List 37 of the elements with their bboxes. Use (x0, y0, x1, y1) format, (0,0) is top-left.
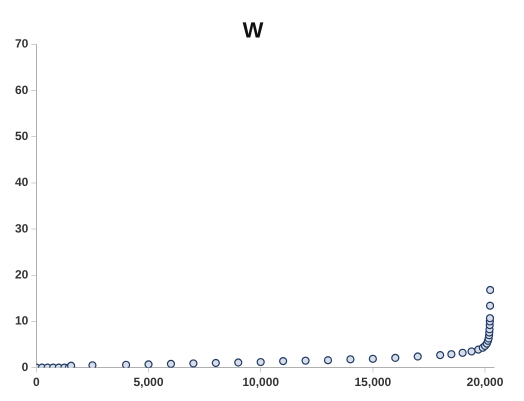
point (166, 360, 176, 368)
x-tick-label: 20,000 (466, 375, 504, 390)
point (324, 356, 332, 364)
point (391, 354, 400, 362)
point (486, 302, 494, 310)
point (88, 361, 97, 368)
x-tick-label: 5,000 (134, 375, 164, 390)
point (67, 362, 76, 368)
point (458, 348, 467, 357)
point (301, 356, 310, 365)
x-tick-label: 15,000 (354, 375, 392, 390)
point (212, 358, 220, 368)
point (486, 286, 494, 294)
point (346, 355, 355, 364)
y-tick-label: 70 (14, 36, 29, 51)
point (256, 358, 265, 366)
point (486, 314, 494, 322)
y-tick-label: 10 (14, 314, 29, 328)
point (189, 359, 198, 368)
y-tick-label: 20 (14, 268, 29, 282)
y-tick-label: 30 (14, 221, 29, 236)
x-tick-label: 0 (33, 375, 40, 390)
point (234, 358, 242, 367)
y-tick-label: 60 (14, 82, 29, 97)
point (447, 350, 456, 358)
y-tick-label: 40 (14, 175, 29, 190)
point (436, 351, 444, 360)
point (467, 347, 476, 356)
point (368, 354, 377, 363)
point (122, 360, 130, 368)
point (144, 360, 153, 368)
chart-title: W (242, 17, 264, 42)
y-tick-label: 50 (14, 129, 29, 144)
point (414, 352, 422, 361)
point (279, 357, 288, 366)
x-tick-label: 10,000 (242, 375, 280, 390)
y-tick-label: 0 (22, 360, 29, 374)
